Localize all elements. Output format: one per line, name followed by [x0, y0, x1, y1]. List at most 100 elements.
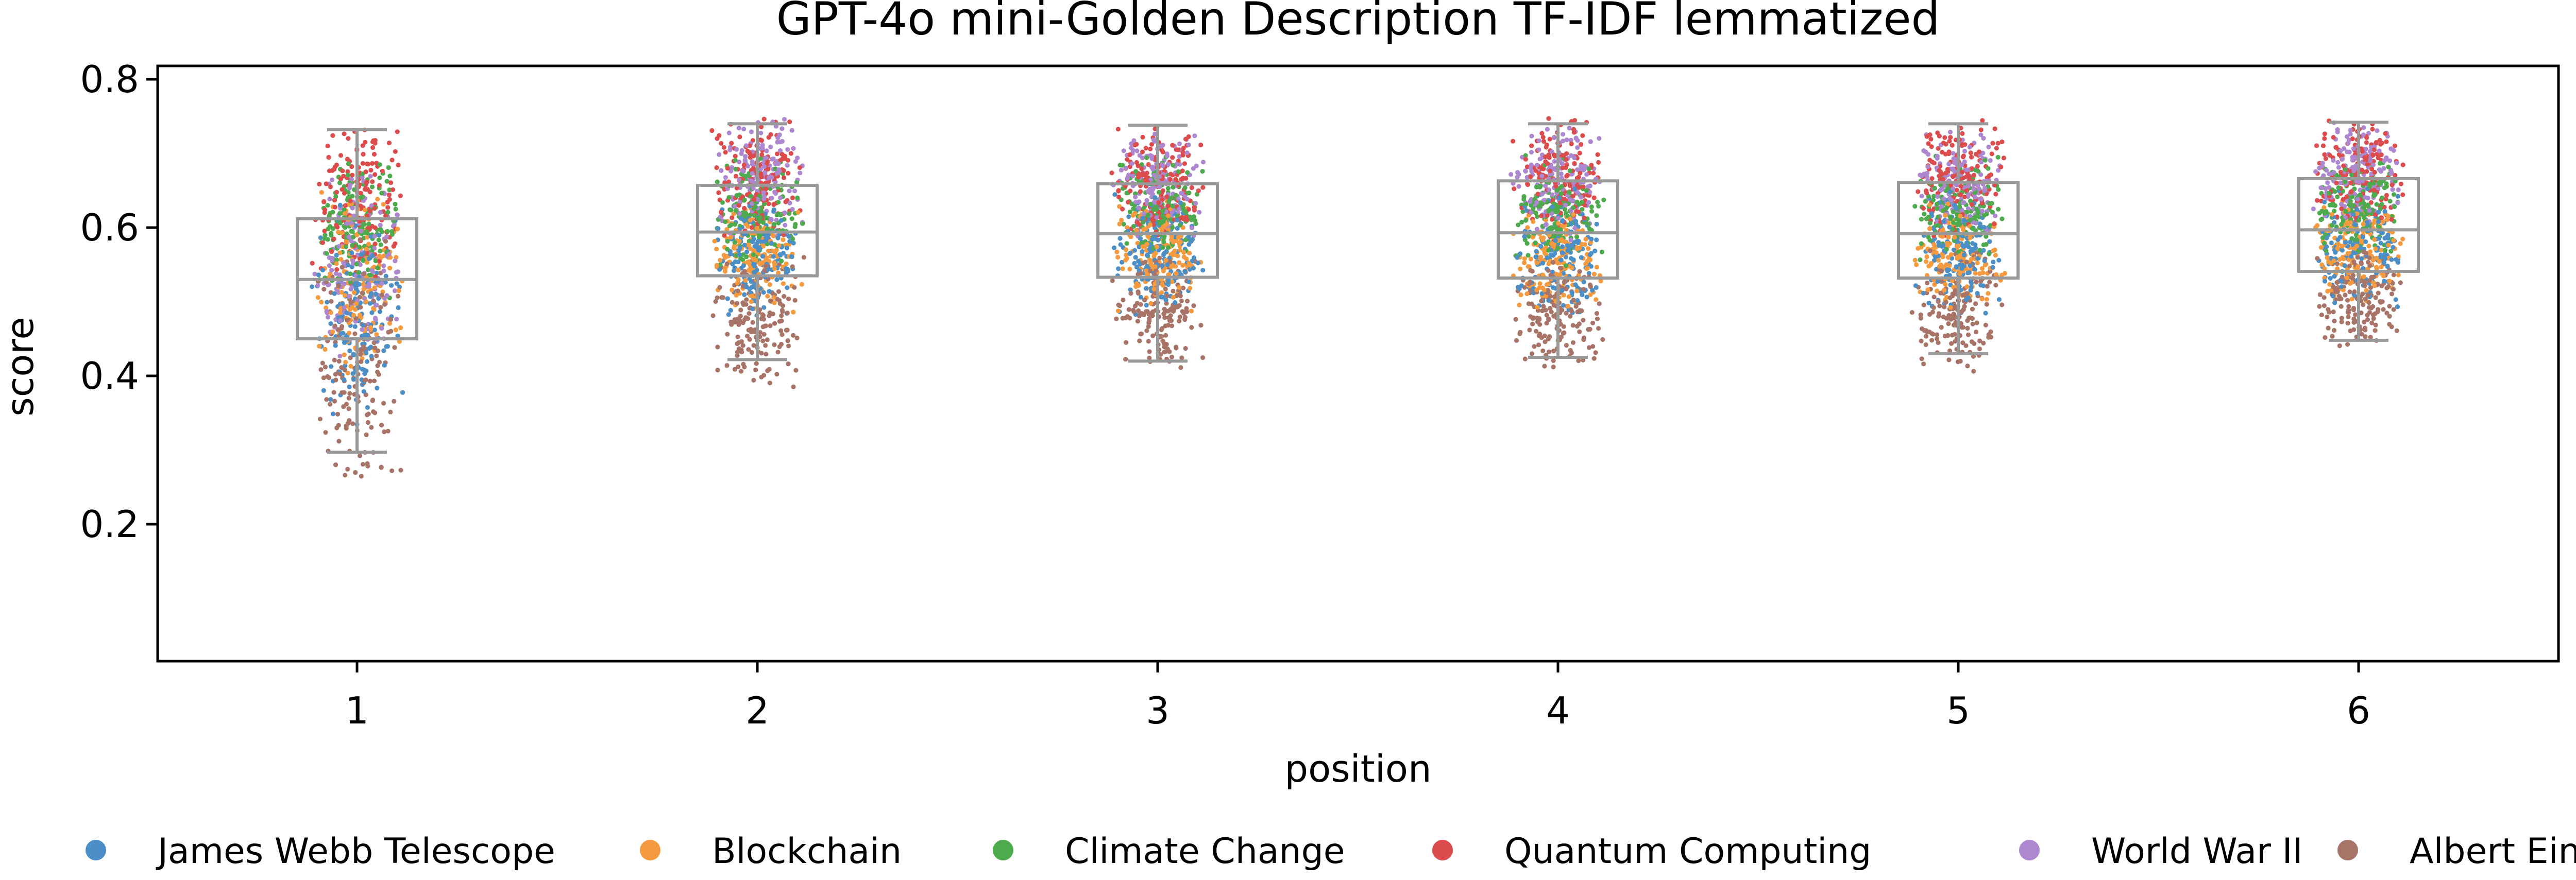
- strip-point-3: [787, 211, 792, 216]
- strip-point-5: [1515, 170, 1520, 175]
- strip-point-6: [1146, 339, 1151, 344]
- strip-point-1: [1967, 270, 1972, 275]
- strip-point-4: [736, 203, 741, 208]
- strip-point-6: [790, 264, 795, 269]
- strip-point-6: [1513, 317, 1518, 322]
- strip-point-6: [768, 323, 773, 329]
- strip-point-6: [336, 327, 341, 333]
- strip-point-2: [2385, 214, 2391, 219]
- strip-point-4: [1140, 149, 1145, 154]
- strip-point-4: [1941, 177, 1946, 182]
- strip-point-4: [383, 213, 388, 218]
- strip-point-6: [2343, 292, 2348, 298]
- strip-point-3: [1563, 211, 1568, 216]
- strip-point-4: [387, 197, 393, 202]
- strip-point-6: [1177, 303, 1182, 308]
- strip-point-6: [331, 390, 336, 395]
- strip-point-1: [1162, 251, 1167, 256]
- strip-point-2: [1919, 245, 1924, 250]
- strip-point-5: [2391, 148, 2396, 153]
- strip-point-5: [734, 147, 739, 152]
- strip-point-6: [1548, 306, 1553, 311]
- strip-point-5: [2365, 196, 2370, 201]
- strip-point-5: [785, 147, 790, 152]
- strip-point-1: [367, 301, 373, 306]
- strip-point-1: [1166, 279, 1171, 284]
- strip-point-2: [1555, 261, 1561, 266]
- strip-point-6: [2365, 317, 2370, 322]
- strip-point-6: [2339, 319, 2344, 324]
- strip-point-6: [1939, 325, 1944, 330]
- strip-point-6: [1126, 307, 1131, 312]
- strip-point-3: [378, 242, 383, 247]
- strip-point-6: [1136, 308, 1141, 313]
- strip-point-5: [1170, 210, 1175, 215]
- strip-point-6: [1971, 354, 1976, 359]
- strip-point-6: [2369, 320, 2375, 325]
- strip-point-3: [733, 208, 738, 213]
- strip-point-6: [793, 368, 799, 373]
- strip-point-4: [1148, 146, 1153, 151]
- strip-point-6: [1959, 309, 1964, 315]
- strip-point-1: [2335, 237, 2341, 243]
- strip-point-5: [1164, 153, 1170, 159]
- strip-point-6: [1185, 299, 1190, 304]
- strip-point-4: [1936, 146, 1941, 151]
- strip-point-1: [328, 397, 333, 402]
- strip-point-3: [337, 220, 343, 226]
- strip-point-6: [358, 348, 363, 353]
- strip-point-1: [1983, 310, 1988, 316]
- strip-point-2: [1991, 248, 1996, 253]
- strip-point-4: [360, 161, 365, 166]
- strip-point-2: [2321, 205, 2327, 210]
- strip-point-3: [329, 231, 334, 236]
- strip-point-4: [1539, 213, 1544, 218]
- strip-point-2: [1177, 260, 1182, 265]
- strip-point-1: [396, 305, 401, 310]
- strip-point-1: [353, 223, 358, 228]
- strip-point-6: [345, 467, 350, 472]
- strip-point-5: [782, 210, 787, 215]
- strip-point-5: [736, 126, 741, 131]
- strip-point-3: [1549, 225, 1554, 230]
- strip-point-5: [360, 327, 365, 332]
- strip-point-3: [1150, 246, 1156, 251]
- strip-point-4: [1990, 141, 1995, 146]
- strip-point-2: [1943, 213, 1948, 218]
- strip-point-6: [1965, 318, 1970, 323]
- strip-point-3: [1531, 206, 1536, 211]
- strip-point-6: [742, 365, 747, 370]
- strip-point-5: [1962, 148, 1968, 154]
- strip-point-4: [331, 236, 336, 241]
- strip-point-3: [2332, 189, 2337, 194]
- strip-point-1: [771, 254, 776, 259]
- strip-point-5: [1959, 162, 1964, 167]
- strip-point-6: [2334, 261, 2340, 266]
- strip-point-1: [325, 300, 330, 305]
- strip-point-6: [740, 320, 745, 325]
- strip-point-2: [381, 202, 386, 207]
- strip-point-3: [764, 215, 769, 220]
- strip-point-1: [1561, 303, 1566, 308]
- strip-point-3: [1523, 218, 1529, 223]
- strip-point-5: [312, 271, 317, 277]
- strip-point-3: [1533, 240, 1538, 246]
- strip-point-4: [2349, 189, 2354, 194]
- strip-point-6: [1939, 279, 1944, 284]
- strip-point-6: [1568, 348, 1573, 353]
- strip-point-6: [359, 474, 364, 479]
- strip-point-2: [1912, 257, 1918, 263]
- strip-point-2: [736, 267, 741, 272]
- strip-point-2: [1534, 261, 1539, 266]
- strip-point-2: [368, 325, 374, 330]
- strip-point-5: [366, 281, 372, 286]
- strip-point-4: [365, 250, 370, 256]
- strip-point-2: [1177, 248, 1183, 253]
- strip-point-3: [2356, 218, 2361, 223]
- strip-point-3: [758, 205, 764, 211]
- strip-point-4: [1941, 141, 1946, 146]
- strip-point-2: [1924, 254, 1929, 260]
- strip-point-5: [2351, 146, 2356, 151]
- strip-point-5: [1165, 162, 1171, 167]
- strip-point-2: [1127, 266, 1132, 272]
